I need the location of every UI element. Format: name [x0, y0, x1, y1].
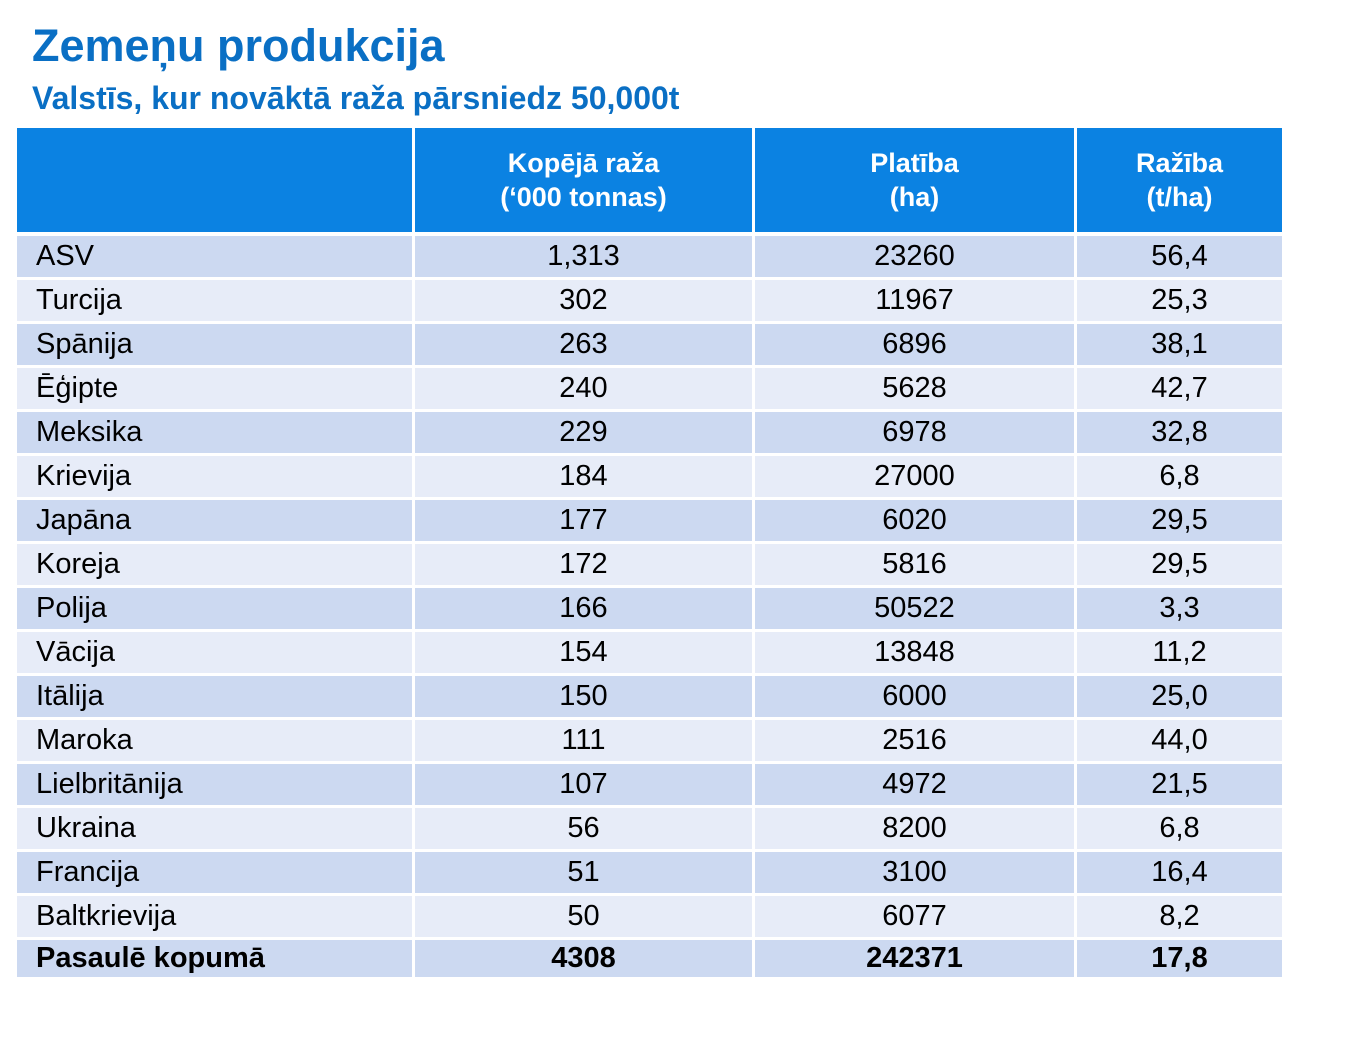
total-harvest: 4308: [412, 937, 755, 977]
strawberry-production-table: Kopējā raža (‘000 tonnas) Platība (ha) R…: [14, 125, 1285, 977]
table-row: Ēģipte 240 5628 42,7: [14, 365, 1285, 412]
header-total-harvest: Kopējā raža (‘000 tonnas): [412, 125, 755, 236]
table-row: Vācija 154 13848 11,2: [14, 629, 1285, 676]
page-subtitle: Valstīs, kur novāktā raža pārsniedz 50,0…: [32, 80, 680, 116]
country-cell: Ēģipte: [14, 365, 415, 412]
harvest-cell: 111: [412, 717, 755, 764]
header-unit: (‘000 tonnas): [500, 182, 667, 212]
country-cell: Maroka: [14, 717, 415, 764]
header-unit: (t/ha): [1146, 182, 1213, 212]
yield-cell: 56,4: [1074, 232, 1285, 280]
yield-cell: 42,7: [1074, 365, 1285, 412]
area-cell: 23260: [752, 232, 1077, 280]
country-cell: Turcija: [14, 277, 415, 324]
area-cell: 13848: [752, 629, 1077, 676]
harvest-cell: 107: [412, 761, 755, 808]
table-row: Krievija 184 27000 6,8: [14, 453, 1285, 500]
country-cell: Koreja: [14, 541, 415, 588]
harvest-cell: 1,313: [412, 232, 755, 280]
area-cell: 11967: [752, 277, 1077, 324]
table-total-row: Pasaulē kopumā 4308 242371 17,8: [14, 937, 1285, 977]
header-label: Ražība: [1135, 148, 1224, 178]
table-row: Spānija 263 6896 38,1: [14, 321, 1285, 368]
area-cell: 6978: [752, 409, 1077, 456]
total-label: Pasaulē kopumā: [14, 937, 415, 977]
yield-cell: 11,2: [1074, 629, 1285, 676]
yield-cell: 21,5: [1074, 761, 1285, 808]
area-cell: 6896: [752, 321, 1077, 368]
header-area: Platība (ha): [752, 125, 1077, 236]
table-row: ASV 1,313 23260 56,4: [14, 232, 1285, 280]
harvest-cell: 184: [412, 453, 755, 500]
country-cell: Vācija: [14, 629, 415, 676]
area-cell: 27000: [752, 453, 1077, 500]
country-cell: Francija: [14, 849, 415, 896]
header-unit: (ha): [889, 182, 940, 212]
yield-cell: 38,1: [1074, 321, 1285, 368]
area-cell: 3100: [752, 849, 1077, 896]
yield-cell: 29,5: [1074, 541, 1285, 588]
table-row: Francija 51 3100 16,4: [14, 849, 1285, 896]
yield-cell: 25,0: [1074, 673, 1285, 720]
table-row: Maroka 111 2516 44,0: [14, 717, 1285, 764]
harvest-cell: 229: [412, 409, 755, 456]
yield-cell: 44,0: [1074, 717, 1285, 764]
table-row: Ukraina 56 8200 6,8: [14, 805, 1285, 852]
harvest-cell: 302: [412, 277, 755, 324]
table-row: Baltkrievija 50 6077 8,2: [14, 893, 1285, 940]
area-cell: 2516: [752, 717, 1077, 764]
yield-cell: 8,2: [1074, 893, 1285, 940]
total-area: 242371: [752, 937, 1077, 977]
yield-cell: 3,3: [1074, 585, 1285, 632]
harvest-cell: 150: [412, 673, 755, 720]
harvest-cell: 50: [412, 893, 755, 940]
yield-cell: 29,5: [1074, 497, 1285, 544]
yield-cell: 16,4: [1074, 849, 1285, 896]
harvest-cell: 154: [412, 629, 755, 676]
harvest-cell: 166: [412, 585, 755, 632]
area-cell: 6000: [752, 673, 1077, 720]
area-cell: 5816: [752, 541, 1077, 588]
country-cell: Itālija: [14, 673, 415, 720]
country-cell: Baltkrievija: [14, 893, 415, 940]
table-header-row: Kopējā raža (‘000 tonnas) Platība (ha) R…: [14, 125, 1285, 236]
table-row: Meksika 229 6978 32,8: [14, 409, 1285, 456]
harvest-cell: 177: [412, 497, 755, 544]
total-yield: 17,8: [1074, 937, 1285, 977]
country-cell: Spānija: [14, 321, 415, 368]
country-cell: Meksika: [14, 409, 415, 456]
country-cell: ASV: [14, 232, 415, 280]
harvest-cell: 56: [412, 805, 755, 852]
table-row: Turcija 302 11967 25,3: [14, 277, 1285, 324]
header-country: [14, 125, 415, 236]
area-cell: 4972: [752, 761, 1077, 808]
harvest-cell: 263: [412, 321, 755, 368]
area-cell: 8200: [752, 805, 1077, 852]
harvest-cell: 240: [412, 365, 755, 412]
header-yield: Ražība (t/ha): [1074, 125, 1285, 236]
country-cell: Polija: [14, 585, 415, 632]
header-label: Kopējā raža: [507, 148, 660, 178]
area-cell: 5628: [752, 365, 1077, 412]
page-title: Zemeņu produkcija: [32, 20, 445, 71]
area-cell: 50522: [752, 585, 1077, 632]
table-row: Japāna 177 6020 29,5: [14, 497, 1285, 544]
header-label: Platība: [870, 148, 959, 178]
area-cell: 6020: [752, 497, 1077, 544]
table-row: Polija 166 50522 3,3: [14, 585, 1285, 632]
yield-cell: 6,8: [1074, 805, 1285, 852]
yield-cell: 25,3: [1074, 277, 1285, 324]
area-cell: 6077: [752, 893, 1077, 940]
table-row: Lielbritānija 107 4972 21,5: [14, 761, 1285, 808]
harvest-cell: 51: [412, 849, 755, 896]
country-cell: Japāna: [14, 497, 415, 544]
yield-cell: 6,8: [1074, 453, 1285, 500]
table-row: Itālija 150 6000 25,0: [14, 673, 1285, 720]
country-cell: Krievija: [14, 453, 415, 500]
yield-cell: 32,8: [1074, 409, 1285, 456]
harvest-cell: 172: [412, 541, 755, 588]
country-cell: Lielbritānija: [14, 761, 415, 808]
table-row: Koreja 172 5816 29,5: [14, 541, 1285, 588]
country-cell: Ukraina: [14, 805, 415, 852]
